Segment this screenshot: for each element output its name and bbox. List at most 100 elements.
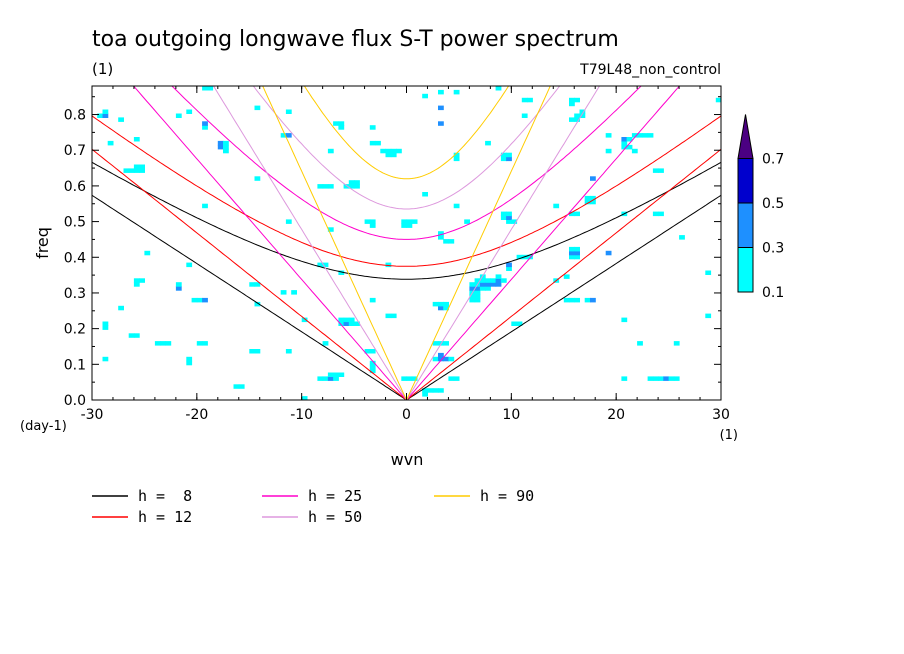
spectrum-cell	[574, 211, 580, 217]
spectrum-cell	[354, 180, 360, 185]
spectrum-cell	[479, 278, 486, 283]
spectrum-cell	[133, 168, 140, 173]
y-tick-label: 0.1	[64, 357, 86, 373]
spectrum-cell	[139, 168, 145, 173]
spectrum-cell	[705, 313, 712, 319]
spectrum-cell	[422, 392, 428, 397]
spectrum-cell	[133, 282, 140, 287]
spectrum-cell	[97, 113, 103, 118]
spectrum-cell	[438, 352, 444, 358]
spectrum-cell	[390, 148, 397, 154]
y-tick-label: 0.2	[64, 322, 86, 338]
spectrum-cell	[605, 250, 612, 256]
title-units: (1)	[92, 60, 113, 78]
spectrum-cell	[422, 93, 428, 99]
y-units: (day-1)	[20, 419, 67, 434]
legend-label: h = 25	[308, 487, 362, 505]
spectrum-cell	[348, 317, 355, 323]
spectrum-cell	[432, 301, 439, 307]
spectrum-cell	[285, 349, 292, 354]
spectrum-cell	[160, 341, 166, 346]
kelvin-curve	[132, 86, 681, 400]
spectrum-cell	[317, 376, 324, 381]
spectrum-cell	[369, 219, 376, 224]
spectrum-cell	[406, 223, 413, 228]
spectrum-cell	[521, 97, 528, 103]
spectrum-cell	[448, 376, 455, 381]
spectrum-cell	[369, 223, 376, 228]
spectrum-cell	[438, 105, 444, 111]
spectrum-cell	[369, 125, 376, 130]
spectrum-cell	[663, 376, 670, 381]
spectrum-cell	[369, 140, 376, 146]
spectrum-cell	[443, 341, 449, 346]
spectrum-cell	[500, 152, 507, 158]
x-tick-label: -10	[290, 407, 313, 423]
spectrum-cell	[516, 321, 523, 326]
spectrum-cell	[364, 349, 371, 354]
spectrum-cell	[438, 356, 444, 362]
spectrum-cell	[485, 140, 491, 146]
spectrum-cell	[432, 356, 439, 362]
spectrum-cell	[385, 152, 392, 158]
spectrum-cell	[500, 278, 507, 283]
y-axis-label: freq	[33, 227, 52, 259]
spectrum-cell	[438, 388, 444, 393]
spectrum-cell	[574, 117, 580, 122]
spectrum-cell	[469, 282, 476, 287]
spectrum-cell	[202, 341, 208, 346]
spectrum-cell	[186, 109, 193, 114]
spectrum-cell	[642, 133, 649, 138]
x-tick-label: -30	[81, 407, 104, 423]
spectrum-cell	[139, 278, 145, 283]
spectrum-cell	[338, 317, 345, 323]
spectrum-cell	[390, 313, 397, 319]
spectrum-cell	[427, 388, 434, 393]
spectrum-cell	[338, 270, 345, 275]
spectrum-cell	[563, 274, 570, 279]
x-tick-label: 0	[402, 407, 411, 423]
spectrum-cell	[506, 262, 512, 268]
spectrum-cell	[569, 117, 575, 122]
spectrum-cell	[569, 297, 575, 303]
spectrum-cell	[584, 199, 591, 205]
spectrum-cell	[186, 356, 193, 362]
spectrum-cell	[133, 164, 140, 169]
spectrum-cell	[658, 211, 664, 217]
spectrum-cell	[521, 113, 528, 118]
spectrum-cell	[569, 211, 575, 217]
spectrum-cell	[448, 356, 455, 362]
spectrum-cell	[569, 250, 575, 256]
spectrum-cell	[118, 117, 124, 122]
spectrum-cell	[438, 121, 444, 126]
spectrum-cell	[291, 290, 297, 295]
spectrum-cell	[401, 223, 408, 228]
y-tick-label: 0.3	[64, 286, 86, 302]
spectrum-cell	[102, 321, 109, 326]
spectrum-cell	[207, 86, 214, 91]
spectrum-cell	[438, 231, 444, 236]
spectrum-cell	[673, 341, 680, 346]
x-tick-label: 10	[502, 407, 520, 423]
spectrum-cell	[652, 211, 659, 217]
spectrum-cell	[238, 384, 245, 389]
spectrum-cell	[390, 152, 397, 158]
spectrum-cell	[118, 305, 124, 311]
spectrum-cell	[574, 254, 580, 260]
spectrum-cell	[490, 278, 497, 283]
x-tick-label: 20	[607, 407, 625, 423]
spectrum-cell	[485, 278, 491, 283]
spectrum-cell	[495, 86, 502, 91]
spectrum-cell	[175, 282, 182, 287]
spectrum-cell	[605, 148, 612, 154]
spectrum-cell	[280, 290, 287, 295]
spectrum-cell	[574, 113, 580, 118]
spectrum-cell	[217, 144, 224, 150]
spectrum-cell	[322, 262, 329, 268]
x-tick-label: 30	[712, 407, 730, 423]
spectrum-cell	[490, 282, 497, 287]
spectrum-cell	[327, 227, 334, 232]
spectrum-cell	[626, 144, 633, 150]
spectrum-cell	[223, 148, 229, 154]
spectrum-cell	[285, 133, 292, 138]
